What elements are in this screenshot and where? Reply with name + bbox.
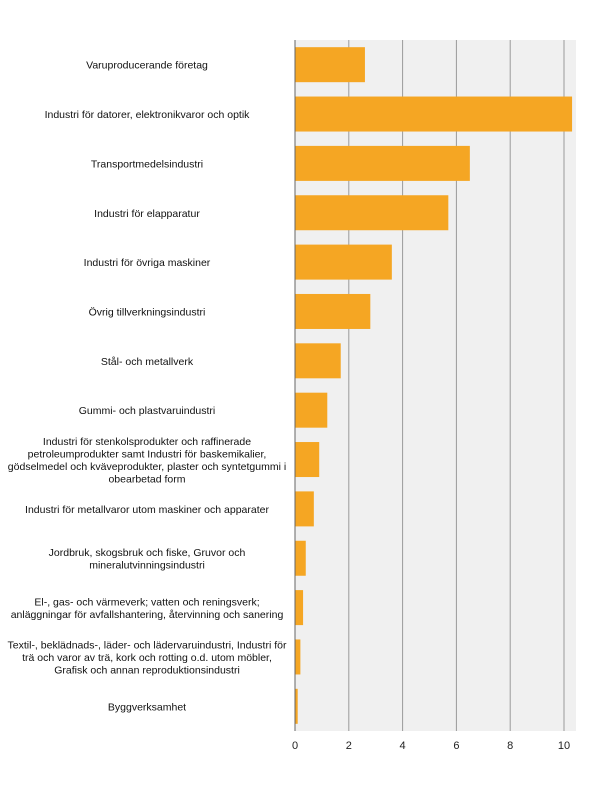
category-label-line: mineralutvinningsindustri [89,560,205,572]
bar [295,195,449,231]
category-label: Byggverksamhet [108,701,186,713]
bar [295,343,341,379]
category-label-line: Jordbruk, skogsbruk och fiske, Gruvor oc… [49,547,246,559]
category-label: Industri för metallvaror utom maskiner o… [25,504,269,516]
bar [295,244,392,280]
x-tick-label: 8 [507,740,513,752]
category-label-line: petroleumprodukter samt Industri för bas… [28,448,267,460]
category-label: Industri för datorer, elektronikvaror oc… [45,109,251,121]
category-label-line: Industri för elapparatur [94,208,200,220]
bars [295,47,573,724]
category-label: Industri för elapparatur [94,208,200,220]
category-label: Gummi- och plastvaruindustri [79,405,216,417]
bar [295,145,470,181]
category-label-line: Gummi- och plastvaruindustri [79,405,216,417]
x-tick-label: 0 [292,740,298,752]
category-label-line: Varuproducerande företag [86,60,208,72]
bar [295,590,304,626]
bar [295,47,365,83]
x-tick-label: 6 [453,740,459,752]
bar [295,688,298,724]
bar [295,639,301,675]
category-label: Varuproducerande företag [86,60,208,72]
category-label: Övrig tillverkningsindustri [89,306,206,318]
bar [295,96,573,132]
category-label-line: trä och varor av trä, kork och rotting o… [22,652,272,664]
category-label: Jordbruk, skogsbruk och fiske, Gruvor oc… [49,547,246,572]
category-label-line: Grafisk och annan reproduktionsindustri [54,664,240,676]
bar [295,491,314,527]
category-label-line: Industri för metallvaror utom maskiner o… [25,504,269,516]
category-label: Transportmedelsindustri [91,158,203,170]
category-label-line: obearbetad form [108,473,185,485]
category-label: Textil-, beklädnads-, läder- och läderva… [8,639,287,676]
category-label: Industri för stenkolsprodukter och raffi… [8,436,286,486]
category-label-line: Transportmedelsindustri [91,158,203,170]
category-label: Stål- och metallverk [101,356,194,368]
plot-area [295,40,576,731]
category-label-line: gödselmedel och kväveprodukter, plaster … [8,461,286,473]
category-label-line: anläggningar för avfallshantering, återv… [11,609,284,621]
category-label: El-, gas- och värmeverk; vatten och reni… [11,596,284,621]
bar [295,540,306,576]
x-tick-label: 2 [346,740,352,752]
category-label: Industri för övriga maskiner [84,257,211,269]
bar [295,293,371,329]
category-label-line: Industri för datorer, elektronikvaror oc… [45,109,251,121]
category-label-line: El-, gas- och värmeverk; vatten och reni… [34,596,259,608]
category-label-line: Industri för övriga maskiner [84,257,211,269]
bar [295,392,328,428]
bar [295,442,320,478]
x-tick-labels: 0 2 4 6 8 10 [292,740,570,752]
category-label-line: Byggverksamhet [108,701,186,713]
category-label-line: Stål- och metallverk [101,356,194,368]
x-tick-label: 4 [400,740,406,752]
category-label-line: Övrig tillverkningsindustri [89,306,206,318]
category-label-line: Industri för stenkolsprodukter och raffi… [43,436,251,448]
x-tick-label: 10 [558,740,570,752]
category-labels: Varuproducerande företag Industri för dat… [8,60,287,714]
category-label-line: Textil-, beklädnads-, läder- och läderva… [8,639,287,651]
